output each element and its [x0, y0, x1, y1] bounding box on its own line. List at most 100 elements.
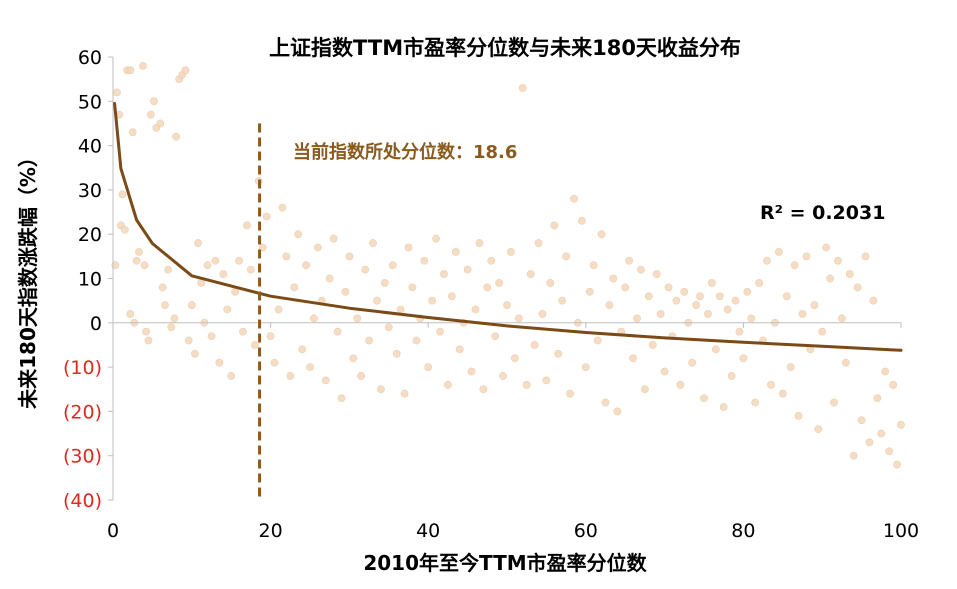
scatter-point [782, 292, 791, 301]
scatter-point [526, 270, 535, 278]
scatter-point [369, 239, 377, 247]
scatter-point [873, 394, 882, 403]
scatter-point [400, 389, 409, 398]
scatter-point [479, 385, 488, 394]
scatter-point [156, 119, 165, 128]
scatter-point [893, 460, 901, 469]
scatter-point [270, 358, 279, 367]
scatter-point [392, 349, 401, 358]
scatter-point [167, 323, 176, 332]
scatter-point [755, 279, 764, 287]
y-axis-label: 未来180天指数涨跌幅（%） [16, 147, 40, 409]
scatter-point [711, 345, 720, 354]
scatter-point [680, 287, 689, 296]
scatter-point [747, 314, 756, 323]
scatter-point [455, 345, 464, 354]
scatter-point [250, 341, 259, 349]
scatter-point [577, 217, 586, 225]
scatter-point [262, 212, 271, 221]
scatter-point [349, 354, 358, 363]
scatter-point [834, 256, 842, 265]
scatter-point [637, 265, 645, 274]
scatter-point [345, 252, 354, 261]
scatter-point [475, 239, 484, 247]
scatter-point [384, 323, 393, 332]
scatter-point [538, 310, 547, 318]
scatter-point [158, 283, 167, 292]
scatter-point [164, 265, 173, 274]
x-axis-label: 2010年至今TTM市盈率分位数 [363, 551, 647, 575]
x-tick-label: 0 [107, 520, 119, 542]
scatter-point [361, 265, 370, 274]
scatter-point [140, 261, 149, 270]
x-tick-label: 20 [259, 520, 283, 542]
scatter-point [700, 394, 708, 403]
trendline-layer [113, 102, 903, 352]
scatter-point [246, 265, 255, 274]
scatter-point [396, 305, 405, 314]
current-marker-label: 当前指数所处分位数：18.6 [293, 141, 517, 163]
scatter-point [142, 327, 150, 336]
scatter-point [298, 345, 307, 354]
scatter-point [436, 327, 444, 336]
scatter-point [113, 88, 121, 97]
scatter-point [447, 292, 456, 301]
y-tick-label: (40) [63, 490, 102, 512]
scatter-point [290, 283, 299, 292]
scatter-point [566, 389, 574, 398]
y-tick-label: (20) [63, 401, 102, 423]
y-tick-label: (30) [63, 446, 102, 468]
scatter-point [601, 398, 610, 407]
scatter-point [231, 287, 240, 296]
y-tick-label: 10 [78, 269, 102, 291]
scatter-point [743, 287, 752, 296]
scatter-point [581, 363, 590, 371]
scatter-point [810, 301, 819, 309]
y-tick-label: 60 [78, 47, 102, 69]
r-squared-label: R² = 0.2031 [760, 202, 885, 224]
scatter-point [495, 279, 504, 287]
scatter-point [704, 310, 712, 318]
scatter-point [652, 270, 661, 278]
scatter-point [219, 270, 228, 278]
scatter-point [688, 358, 697, 367]
scatter-point [739, 354, 748, 363]
scatter-point [507, 248, 515, 256]
scatter-point [325, 274, 334, 283]
scatter-point [707, 279, 716, 287]
scatter-point [605, 301, 614, 309]
scatter-point [865, 438, 874, 447]
scatter-point [150, 97, 158, 106]
scatter-point [830, 398, 838, 407]
scatter-point [313, 243, 322, 252]
x-tick-label: 80 [731, 520, 755, 542]
scatter-point [235, 256, 243, 265]
scatter-point [483, 283, 492, 292]
y-tick-label: 0 [90, 313, 102, 335]
scatter-point [172, 132, 180, 141]
scatter-point [774, 248, 783, 256]
scatter-point [715, 292, 724, 301]
scatter-point [420, 256, 429, 265]
scatter-point [767, 380, 775, 389]
scatter-point [763, 256, 771, 265]
scatter-point [818, 327, 827, 336]
scatter-point [542, 376, 551, 385]
scatter-point [534, 239, 543, 247]
scatter-point [451, 248, 460, 256]
scatter-point [518, 84, 527, 92]
scatter-point [286, 372, 295, 380]
scatter-point [869, 296, 878, 305]
scatter-point [826, 274, 834, 283]
scatter-point [321, 376, 330, 385]
scatter-point [306, 363, 314, 371]
scatter-point [282, 252, 291, 261]
scatter-point [629, 354, 637, 363]
scatter-point [467, 367, 476, 376]
scatter-point [857, 416, 866, 425]
scatter-point [380, 279, 389, 287]
scatter-point [794, 411, 803, 420]
scatter-point [161, 301, 169, 309]
